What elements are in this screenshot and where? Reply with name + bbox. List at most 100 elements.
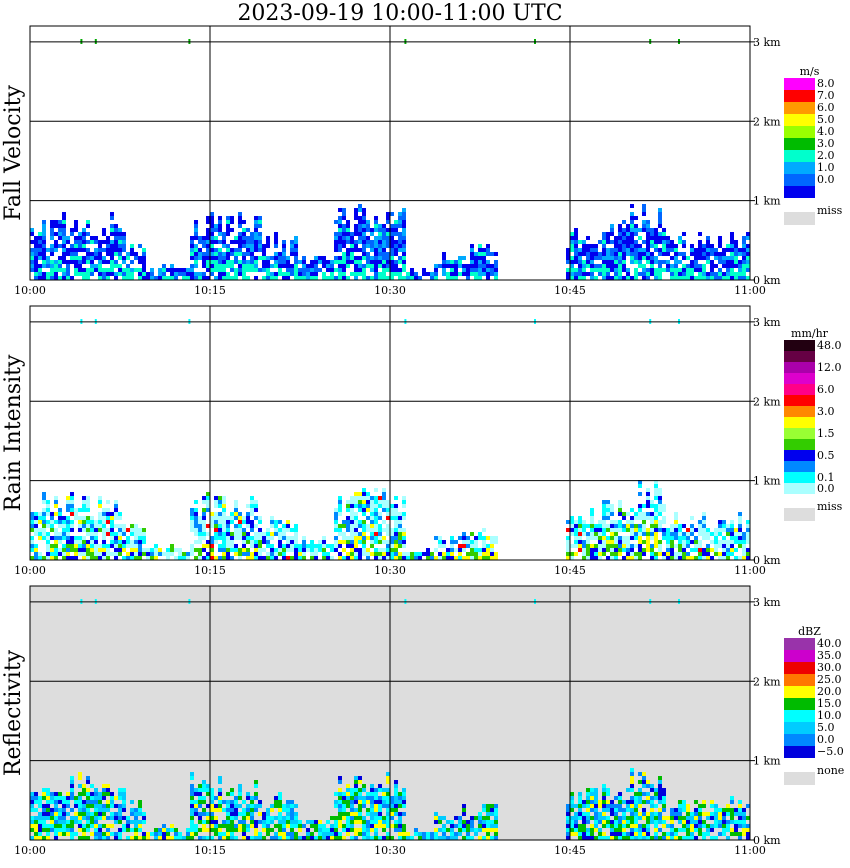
echo-cell — [130, 544, 134, 548]
echo-cell — [378, 800, 382, 804]
echo-cell — [218, 256, 222, 260]
echo-cell — [634, 256, 638, 260]
echo-cell — [494, 820, 498, 824]
echo-cell — [70, 836, 74, 840]
echo-cell — [366, 276, 370, 280]
echo-cell — [90, 812, 94, 816]
echo-cell — [622, 832, 626, 836]
echo-cell — [718, 272, 722, 276]
echo-cell — [350, 260, 354, 264]
echo-cell — [746, 524, 750, 528]
echo-cell — [442, 556, 446, 560]
echo-cell — [330, 816, 334, 820]
echo-cell — [350, 528, 354, 532]
echo-cell — [318, 836, 322, 840]
echo-cell — [578, 524, 582, 528]
echo-cell — [374, 796, 378, 800]
echo-cell — [630, 532, 634, 536]
echo-cell — [318, 268, 322, 272]
echo-cell — [122, 524, 126, 528]
echo-cell — [630, 276, 634, 280]
echo-cell — [234, 532, 238, 536]
echo-cell — [454, 832, 458, 836]
echo-cell — [614, 816, 618, 820]
echo-cell — [438, 536, 442, 540]
echo-cell — [462, 532, 466, 536]
echo-cell — [614, 536, 618, 540]
echo-cell — [210, 540, 214, 544]
echo-cell — [202, 524, 206, 528]
echo-cell — [650, 268, 654, 272]
echo-cell — [230, 240, 234, 244]
echo-cell — [46, 800, 50, 804]
echo-cell — [42, 512, 46, 516]
echo-cell — [470, 244, 474, 248]
echo-cell — [646, 276, 650, 280]
echo-cell — [634, 252, 638, 256]
echo-cell — [246, 548, 250, 552]
echo-cell — [578, 252, 582, 256]
echo-cell — [202, 272, 206, 276]
echo-cell — [286, 804, 290, 808]
echo-cell — [110, 552, 114, 556]
echo-cell — [714, 264, 718, 268]
echo-cell — [214, 816, 218, 820]
echo-cell — [374, 836, 378, 840]
echo-cell — [122, 540, 126, 544]
echo-cell — [394, 516, 398, 520]
echo-cell — [82, 272, 86, 276]
echo-cell — [46, 828, 50, 832]
echo-cell — [198, 828, 202, 832]
echo-cell — [654, 268, 658, 272]
echo-cell — [242, 536, 246, 540]
echo-cell — [734, 556, 738, 560]
echo-cell — [362, 488, 366, 492]
legend-swatch — [784, 686, 815, 698]
echo-cell — [66, 508, 70, 512]
echo-cell — [622, 544, 626, 548]
echo-cell — [490, 820, 494, 824]
echo-cell — [730, 264, 734, 268]
echo-cell — [290, 272, 294, 276]
echo-cell — [330, 832, 334, 836]
echo-cell — [574, 828, 578, 832]
echo-cell — [346, 788, 350, 792]
echo-cell — [374, 216, 378, 220]
echo-cell — [462, 544, 466, 548]
echo-cell — [350, 808, 354, 812]
echo-cell — [618, 244, 622, 248]
echo-cell — [114, 244, 118, 248]
echo-cell — [626, 548, 630, 552]
echo-cell — [110, 812, 114, 816]
echo-cell — [442, 836, 446, 840]
echo-cell — [650, 836, 654, 840]
echo-cell — [54, 276, 58, 280]
echo-cell — [710, 828, 714, 832]
echo-cell — [230, 792, 234, 796]
echo-cell — [354, 808, 358, 812]
echo-cell — [462, 256, 466, 260]
echo-cell — [254, 532, 258, 536]
echo-cell — [618, 824, 622, 828]
echo-cell — [242, 244, 246, 248]
echo-cell — [354, 776, 358, 780]
echo-cell — [714, 272, 718, 276]
echo-cell — [98, 828, 102, 832]
echo-cell — [66, 832, 70, 836]
echo-cell — [338, 244, 342, 248]
echo-cell — [662, 232, 666, 236]
echo-cell — [338, 552, 342, 556]
echo-cell — [566, 556, 570, 560]
echo-cell — [590, 808, 594, 812]
echo-cell — [578, 832, 582, 836]
echo-cell — [730, 248, 734, 252]
echo-cell — [422, 832, 426, 836]
echo-cell — [62, 252, 66, 256]
echo-cell — [374, 812, 378, 816]
echo-cell — [666, 260, 670, 264]
echo-cell — [606, 540, 610, 544]
echo-cell — [682, 836, 686, 840]
echo-cell — [86, 548, 90, 552]
echo-cell — [194, 824, 198, 828]
echo-cell — [690, 832, 694, 836]
